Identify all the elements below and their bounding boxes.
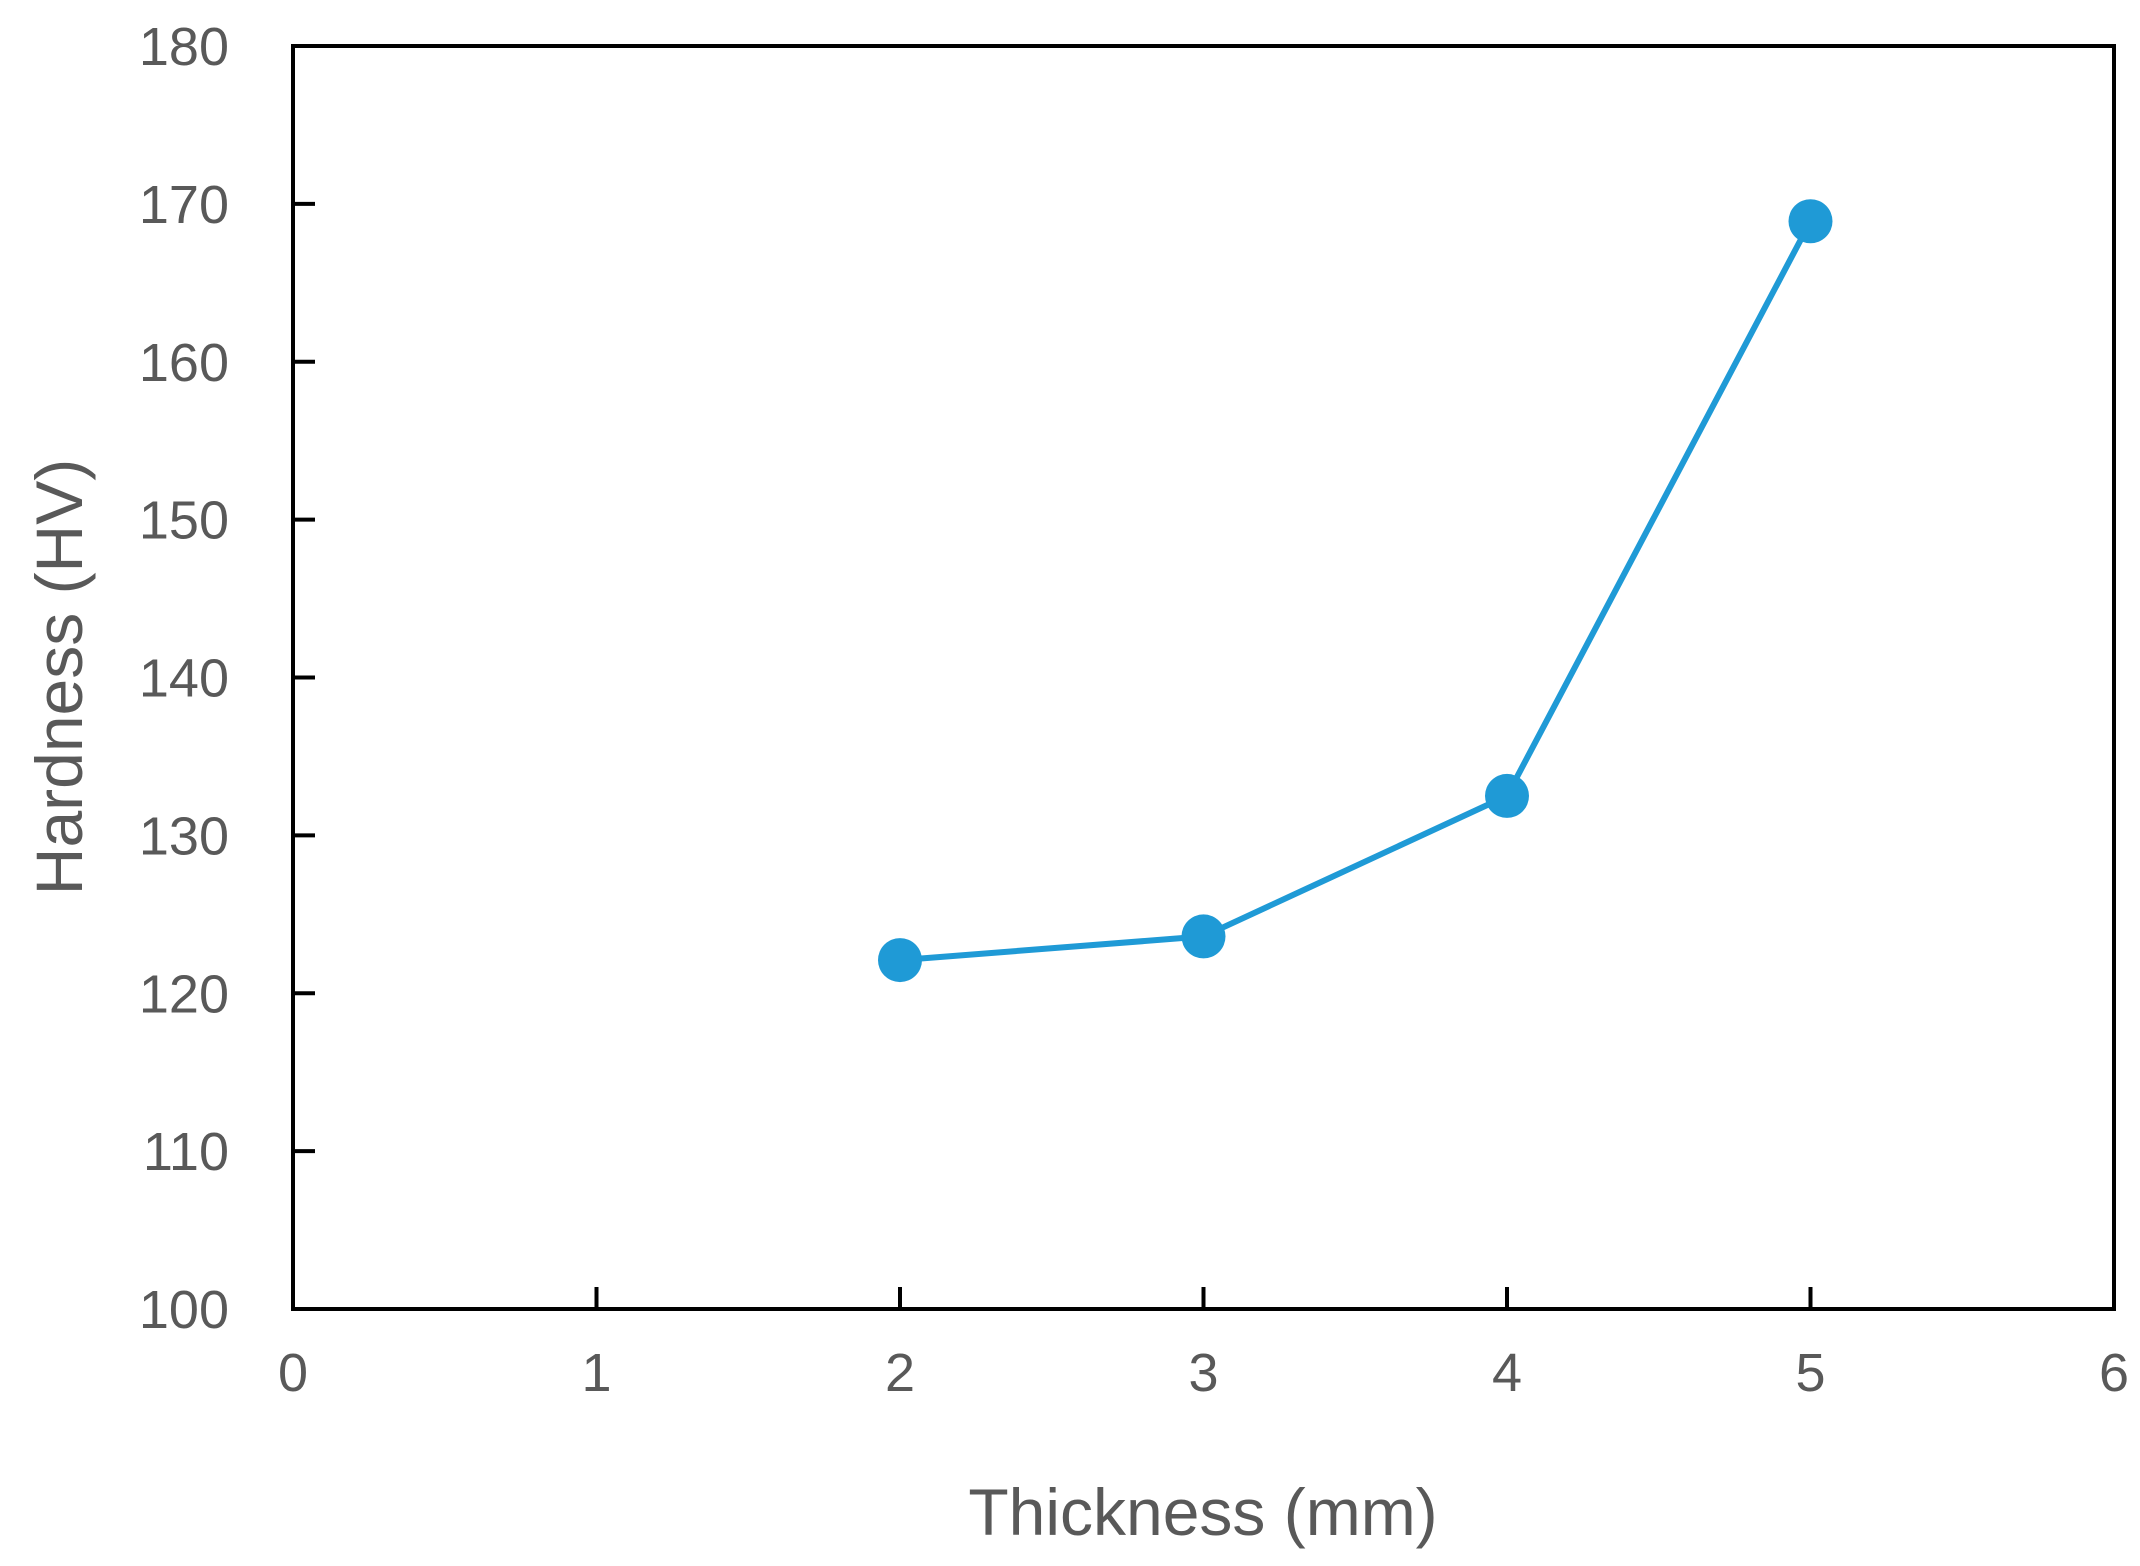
y-axis-tick-labels: 100 110 120 130 140 150 160 170 180 xyxy=(139,17,229,1340)
x-tick-label: 3 xyxy=(1188,1343,1218,1403)
series-layer xyxy=(878,199,1833,983)
x-axis-ticks xyxy=(594,1287,1813,1309)
y-tick-label: 100 xyxy=(139,1280,229,1340)
y-tick-label: 110 xyxy=(143,1122,229,1182)
x-axis-title: Thickness (mm) xyxy=(968,1475,1437,1549)
x-tick-label: 6 xyxy=(2099,1343,2129,1403)
x-tick-label: 5 xyxy=(1795,1343,1825,1403)
data-point-marker xyxy=(1181,914,1226,959)
x-tick-label: 2 xyxy=(885,1343,915,1403)
data-point-marker xyxy=(1485,773,1529,818)
y-tick-label: 180 xyxy=(139,17,229,77)
y-axis-ticks xyxy=(293,201,315,1154)
x-axis-tick-labels: 0 1 2 3 4 5 6 xyxy=(278,1343,2129,1403)
series-line xyxy=(897,218,1814,964)
data-point-marker xyxy=(1788,199,1833,244)
y-tick-label: 160 xyxy=(139,333,229,393)
x-tick-label: 0 xyxy=(278,1343,308,1403)
y-tick-label: 140 xyxy=(139,649,229,709)
x-tick-label: 4 xyxy=(1492,1343,1522,1403)
data-point-marker xyxy=(878,938,922,983)
y-tick-label: 150 xyxy=(139,491,229,551)
y-tick-label: 130 xyxy=(139,806,229,866)
plot-area-frame xyxy=(291,44,2116,1311)
y-axis-title: Hardness (HV) xyxy=(22,459,96,895)
y-tick-label: 120 xyxy=(139,964,229,1024)
x-tick-label: 1 xyxy=(581,1343,611,1403)
y-tick-label: 170 xyxy=(139,175,229,235)
